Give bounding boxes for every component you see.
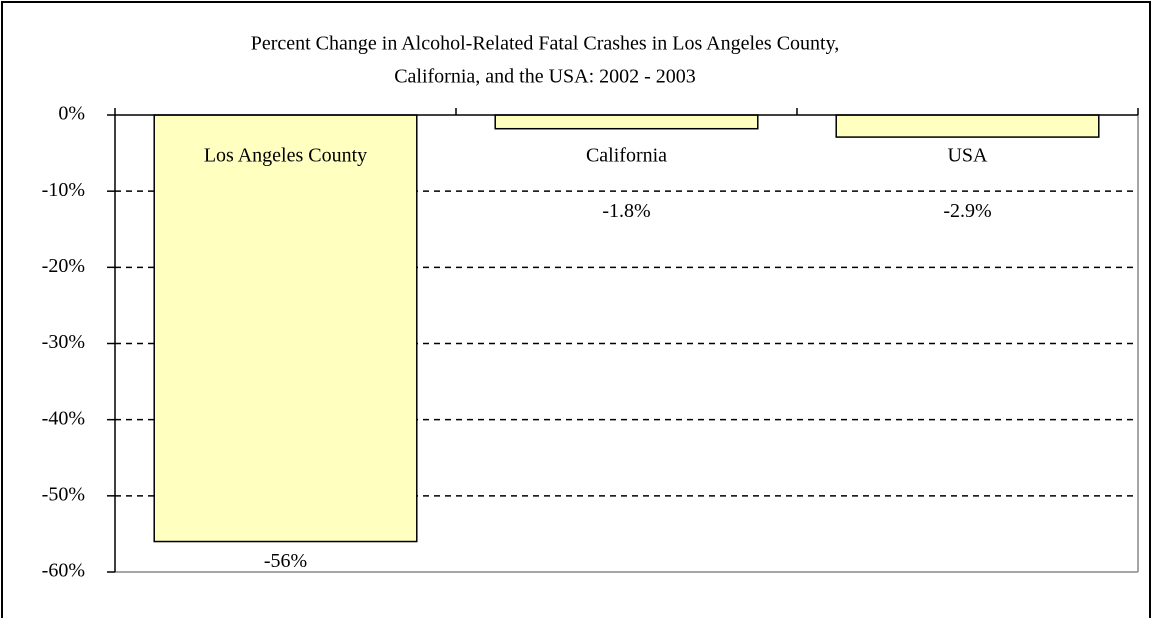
- chart-title: California, and the USA: 2002 - 2003: [394, 66, 696, 88]
- value-label: -1.8%: [602, 200, 650, 222]
- category-label: USA: [947, 145, 988, 167]
- y-tick-label: -50%: [42, 483, 85, 505]
- chart-title: Percent Change in Alcohol-Related Fatal …: [251, 33, 840, 55]
- y-tick-label: -10%: [42, 179, 85, 201]
- bar: [494, 114, 759, 130]
- y-tick-label: -30%: [42, 331, 85, 353]
- y-tick-label: -40%: [42, 407, 85, 429]
- bar: [835, 114, 1100, 138]
- y-tick-label: 0%: [58, 103, 85, 125]
- y-tick-label: -20%: [42, 255, 85, 277]
- value-label: -56%: [264, 550, 307, 572]
- y-tick-label: -60%: [42, 560, 85, 582]
- category-label: California: [586, 145, 667, 167]
- bar: [153, 114, 418, 543]
- category-label: Los Angeles County: [204, 145, 367, 167]
- value-label: -2.9%: [943, 200, 991, 222]
